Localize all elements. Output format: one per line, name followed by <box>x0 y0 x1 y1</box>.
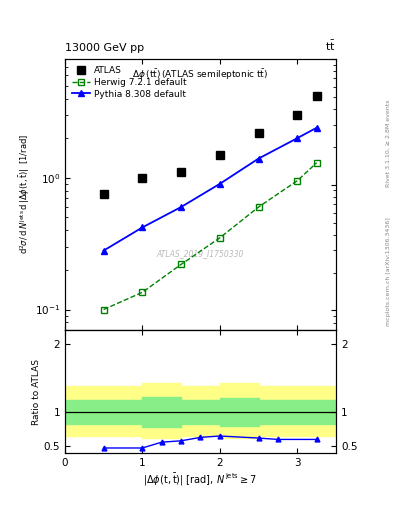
Text: Rivet 3.1.10, ≥ 2.8M events: Rivet 3.1.10, ≥ 2.8M events <box>386 100 391 187</box>
ATLAS <box>101 191 106 197</box>
Y-axis label: $\mathrm{d}^2\!\sigma\,/\,\mathrm{d}\,N^{\mathrm{jets}}\,\mathrm{d}\,|\Delta\phi: $\mathrm{d}^2\!\sigma\,/\,\mathrm{d}\,N^… <box>17 134 32 254</box>
Text: ATLAS_2019_I1750330: ATLAS_2019_I1750330 <box>157 249 244 259</box>
Pythia 8.308 default <box>217 181 222 187</box>
Line: ATLAS: ATLAS <box>100 92 320 198</box>
Line: Pythia 8.308 default: Pythia 8.308 default <box>100 124 320 254</box>
Legend: ATLAS, Herwig 7.2.1 default, Pythia 8.308 default: ATLAS, Herwig 7.2.1 default, Pythia 8.30… <box>69 63 189 101</box>
Pythia 8.308 default <box>295 135 299 141</box>
Text: mcplots.cern.ch [arXiv:1306.3436]: mcplots.cern.ch [arXiv:1306.3436] <box>386 217 391 326</box>
ATLAS <box>314 93 319 99</box>
Herwig 7.2.1 default <box>217 235 222 241</box>
Line: Herwig 7.2.1 default: Herwig 7.2.1 default <box>101 160 320 313</box>
Herwig 7.2.1 default <box>179 261 184 267</box>
Pythia 8.308 default <box>101 248 106 254</box>
ATLAS <box>179 169 184 176</box>
Herwig 7.2.1 default <box>314 160 319 166</box>
Pythia 8.308 default <box>140 224 145 230</box>
ATLAS <box>295 112 299 118</box>
Text: $\mathrm{t\bar{t}}$: $\mathrm{t\bar{t}}$ <box>325 38 336 53</box>
Herwig 7.2.1 default <box>256 204 261 210</box>
Text: $\Delta\phi\,(\mathrm{t\bar{t}})\,\mathrm{(ATLAS\ semileptonic\ t\bar{t})}$: $\Delta\phi\,(\mathrm{t\bar{t}})\,\mathr… <box>132 67 268 82</box>
ATLAS <box>217 152 222 158</box>
Text: 13000 GeV pp: 13000 GeV pp <box>65 42 144 53</box>
Herwig 7.2.1 default <box>140 289 145 295</box>
Herwig 7.2.1 default <box>295 178 299 184</box>
Pythia 8.308 default <box>256 156 261 162</box>
ATLAS <box>140 175 145 181</box>
Herwig 7.2.1 default <box>101 307 106 313</box>
Pythia 8.308 default <box>179 204 184 210</box>
ATLAS <box>256 130 261 136</box>
X-axis label: $|\Delta\phi(\mathrm{t},\bar{\mathrm{t}})|\;[\mathrm{rad}],\;N^{\mathrm{jets}} \: $|\Delta\phi(\mathrm{t},\bar{\mathrm{t}}… <box>143 472 257 488</box>
Y-axis label: Ratio to ATLAS: Ratio to ATLAS <box>32 358 41 424</box>
Pythia 8.308 default <box>314 124 319 131</box>
